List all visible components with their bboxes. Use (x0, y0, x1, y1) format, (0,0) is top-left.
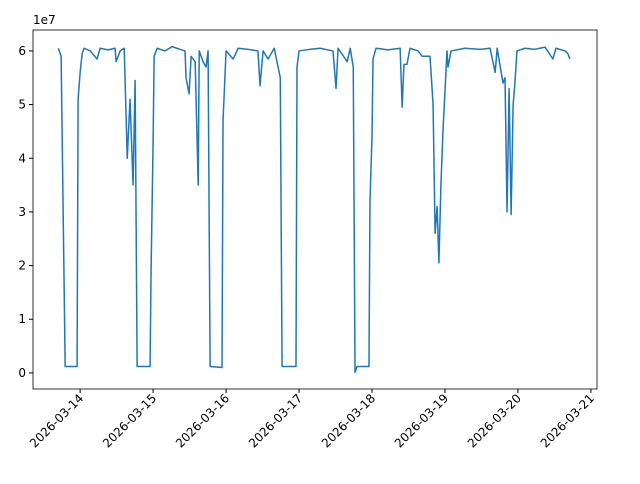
x-tick-label: 2026-03-17 (246, 391, 305, 450)
x-tick-label: 2026-03-20 (465, 391, 524, 450)
x-tick-label: 2026-03-16 (173, 391, 232, 450)
x-tick-label: 2026-03-18 (319, 391, 378, 450)
x-tick-label: 2026-03-15 (100, 391, 159, 450)
x-tick-label: 2026-03-21 (538, 391, 597, 450)
data-line (57, 45, 571, 374)
y-tick-label: 5 (18, 98, 26, 112)
offset-text: 1e7 (33, 13, 56, 27)
y-tick-label: 4 (18, 151, 26, 165)
y-tick-label: 0 (18, 366, 26, 380)
plot-frame (32, 29, 598, 390)
x-tick-label: 2026-03-14 (27, 391, 86, 450)
y-tick-label: 3 (18, 205, 26, 219)
y-tick-label: 1 (18, 312, 26, 326)
y-tick-label: 6 (18, 44, 26, 58)
x-tick-label: 2026-03-19 (392, 391, 451, 450)
y-tick-label: 2 (18, 259, 26, 273)
